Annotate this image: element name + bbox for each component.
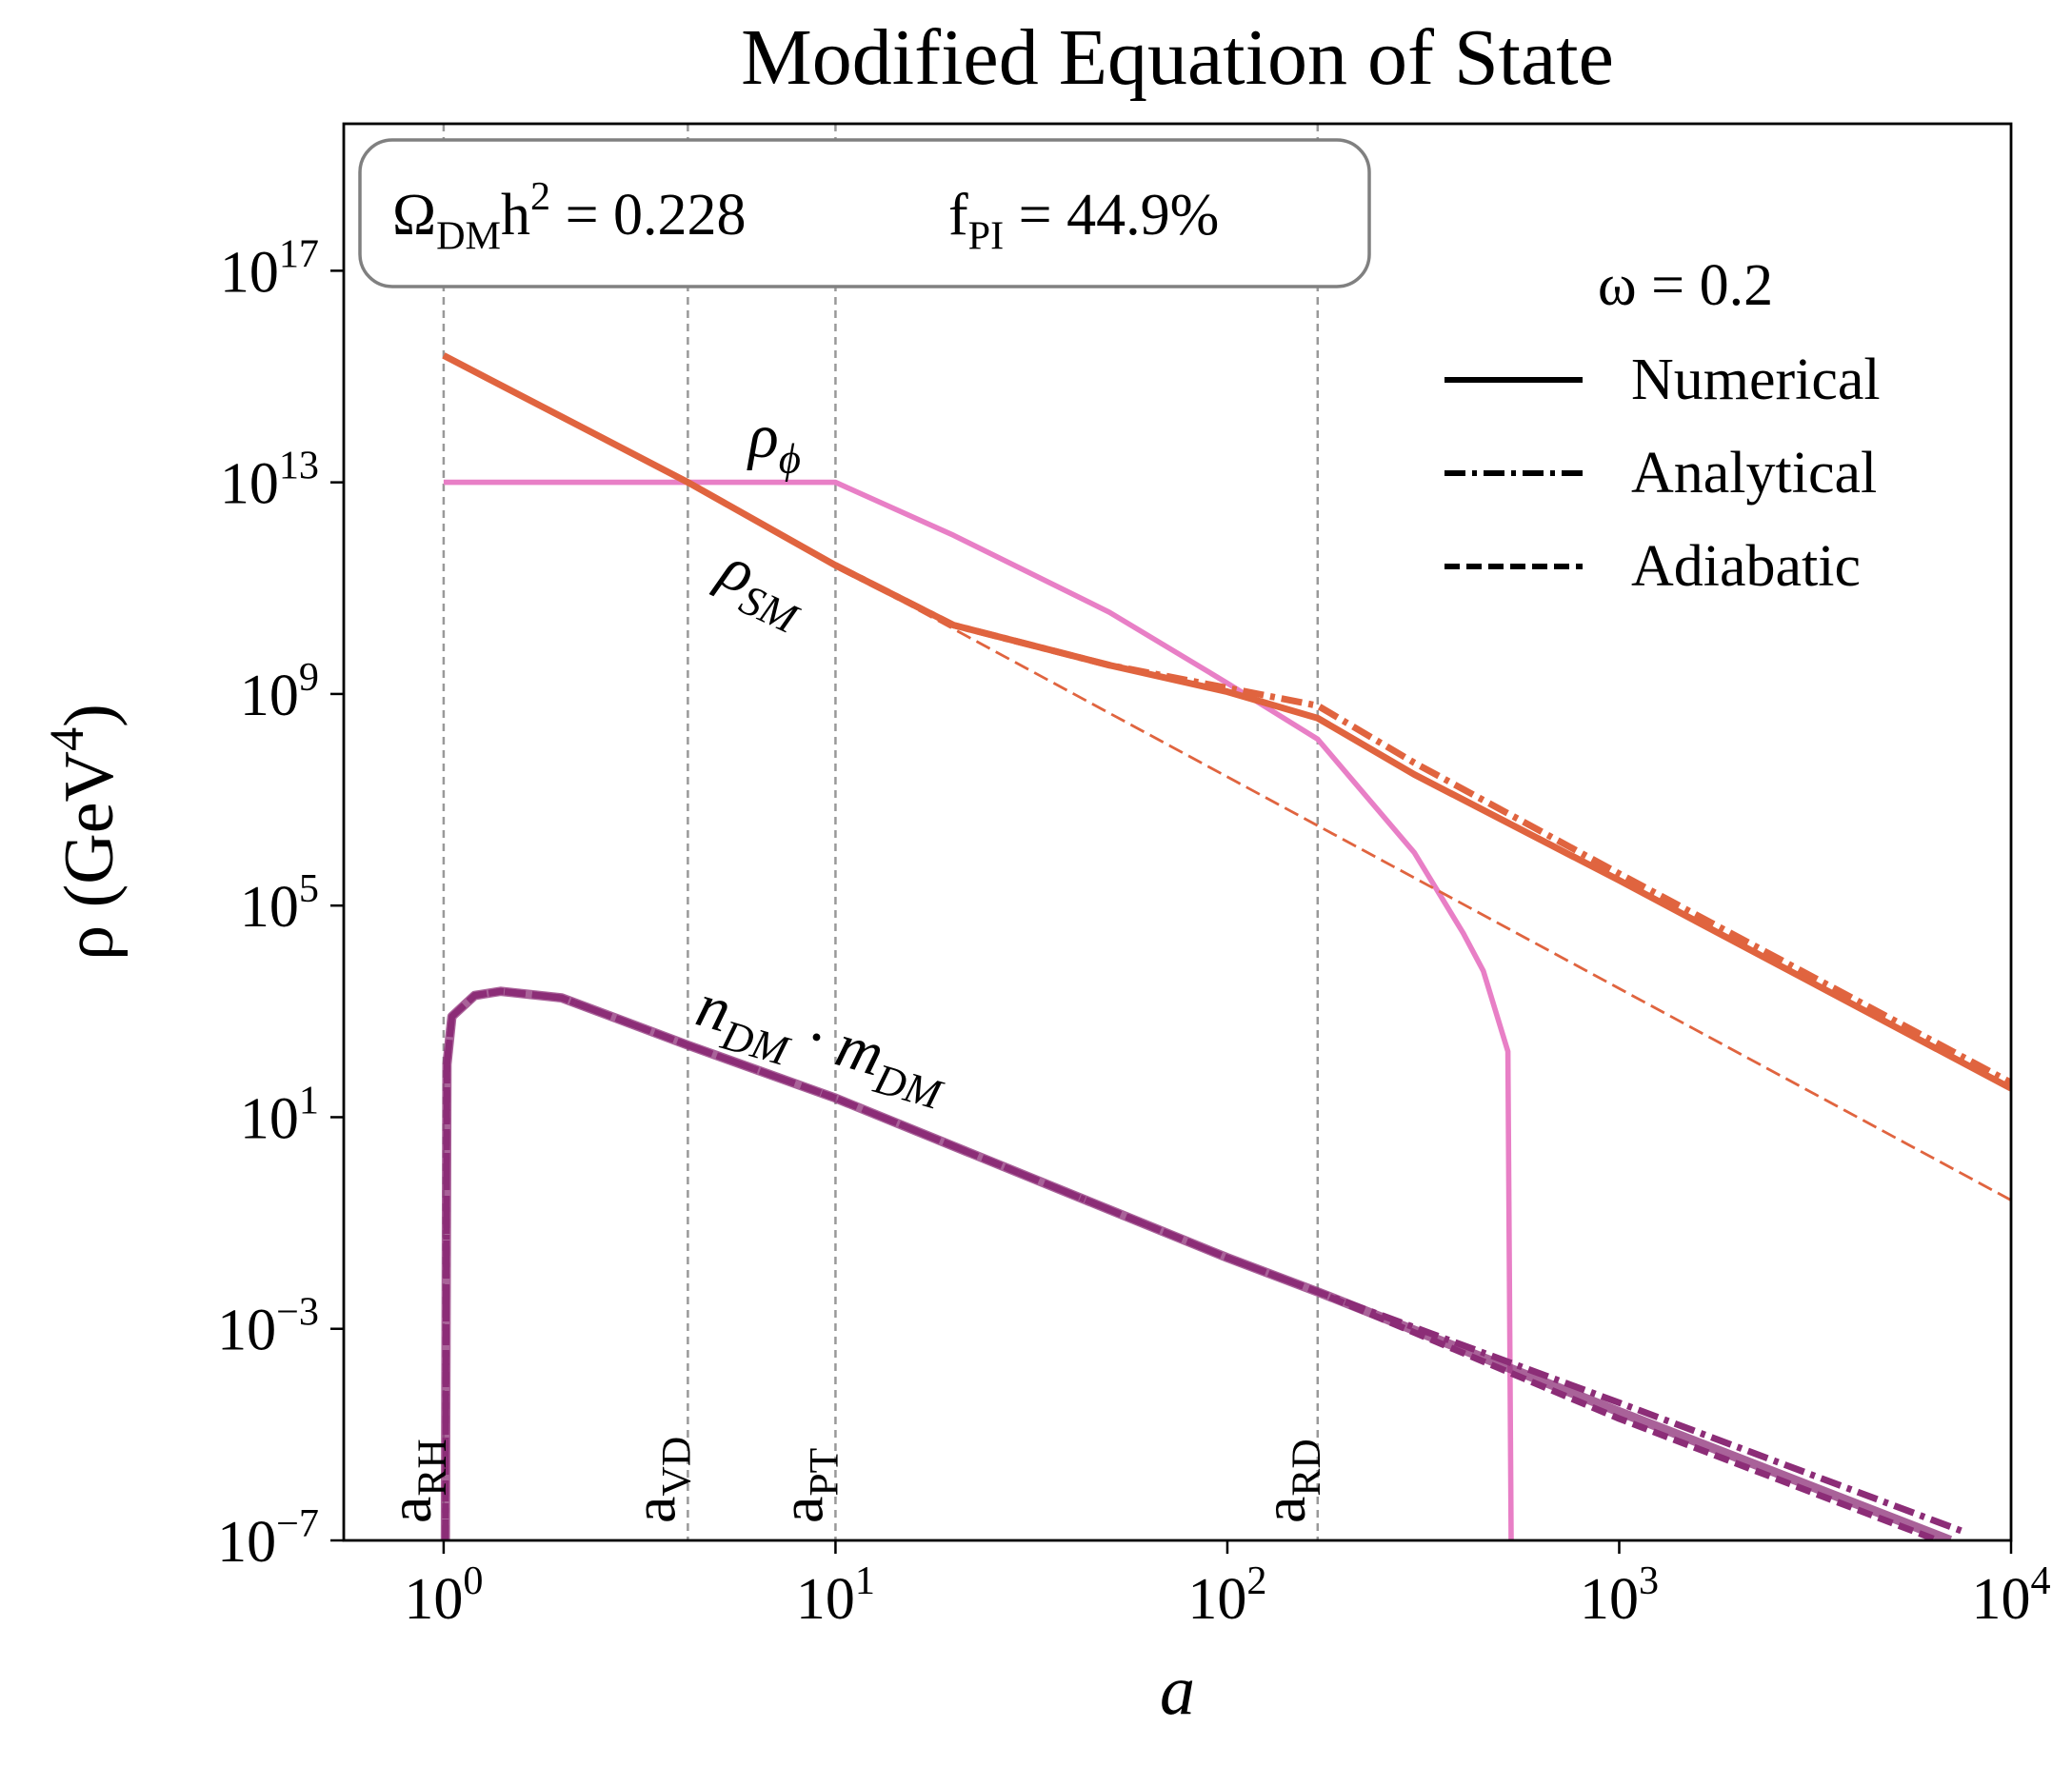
marker-label: aVD — [620, 1437, 699, 1523]
y-tick-label: 1017 — [220, 231, 319, 305]
marker-label: aRD — [1250, 1439, 1329, 1523]
series-line — [442, 987, 1940, 1540]
x-tick-label: 100 — [404, 1559, 483, 1632]
y-axis-label: ρ (GeV4) — [40, 704, 129, 961]
x-tick-label: 102 — [1187, 1559, 1266, 1632]
x-tick-label: 104 — [1971, 1559, 2050, 1632]
series-line — [833, 562, 2011, 1086]
y-tick-label: 10−7 — [217, 1501, 319, 1575]
y-tick-label: 109 — [240, 655, 319, 728]
info-text: ΩDMh2 = 0.228 — [392, 174, 747, 259]
marker-label: aPT — [767, 1448, 847, 1523]
marker-label: aRH — [376, 1439, 455, 1523]
x-tick-label: 101 — [796, 1559, 875, 1632]
legend-label: Numerical — [1631, 347, 1881, 412]
overlay: aRH aVD aPT aRD 100 101 102 103 104 10−7 10−3 101 10… — [40, 13, 2051, 1730]
plot-frame — [342, 122, 2013, 1542]
series-line — [443, 479, 1514, 1540]
legend-label: Adiabatic — [1631, 534, 1861, 599]
legend-label: Analytical — [1631, 441, 1877, 506]
info-text: fPI = 44.9% — [948, 183, 1219, 259]
info-box — [358, 138, 1371, 288]
y-tick-label: 1013 — [220, 444, 319, 517]
series-line — [879, 587, 2011, 1201]
x-tick-label: 103 — [1580, 1559, 1659, 1632]
plot-area — [440, 124, 2011, 1540]
y-tick-label: 101 — [240, 1078, 319, 1151]
x-axis-label: a — [1160, 1652, 1195, 1730]
annotation: ρϕ — [747, 402, 801, 483]
chart-title: Modified Equation of State — [741, 13, 1614, 102]
legend-title: ω = 0.2 — [1598, 253, 1773, 318]
y-tick-label: 105 — [240, 866, 319, 940]
y-tick-label: 10−3 — [217, 1290, 319, 1363]
